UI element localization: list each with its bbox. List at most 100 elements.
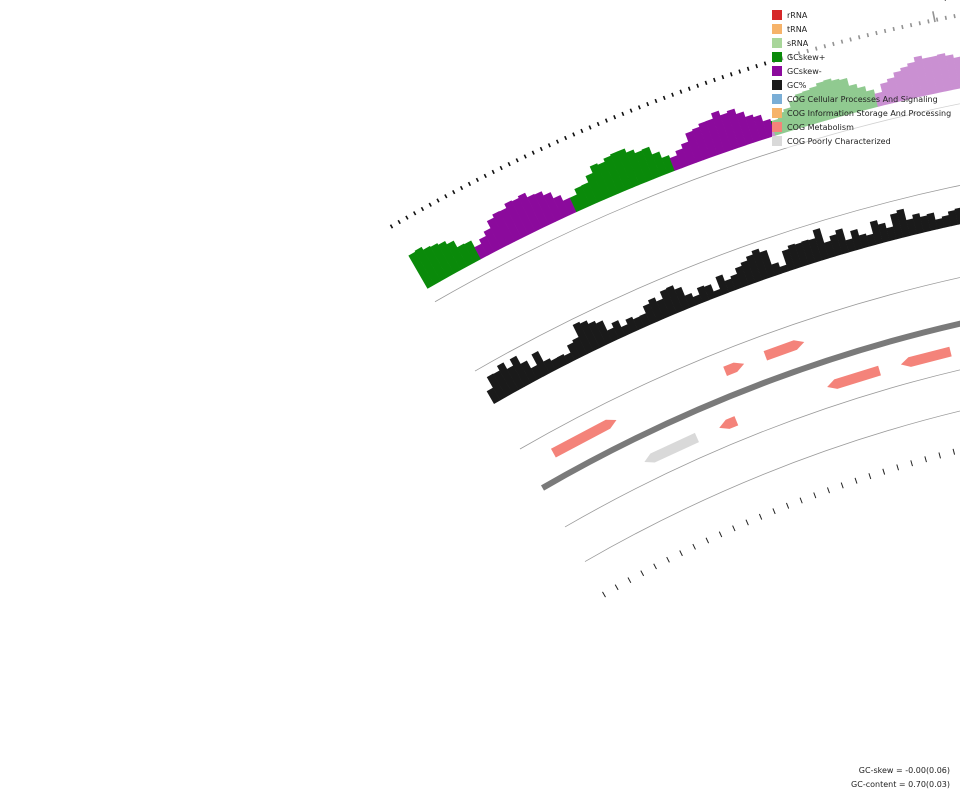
gc-content-bar [496, 362, 519, 394]
legend-item-rrna: rRNA [772, 8, 960, 22]
axis-tick [467, 181, 472, 187]
gcskew-minus-bar [534, 191, 556, 225]
axis-tick [436, 198, 440, 203]
legend-swatch [772, 80, 782, 90]
gcskew-minus-bar [543, 192, 563, 222]
gc-content-track [486, 207, 960, 404]
gc-content-bar [665, 285, 684, 314]
inner-tick [868, 473, 872, 480]
axis-tick [483, 173, 487, 179]
axis-tick [646, 101, 650, 107]
gc-content-bar [771, 262, 783, 276]
gc-content-bar [869, 220, 884, 245]
gc-content-bar [531, 351, 550, 377]
gc-content-bar [493, 370, 513, 397]
inner-tick [910, 460, 913, 467]
backbone-line [541, 320, 960, 491]
axis-tick [405, 215, 409, 220]
gc-content-bar [659, 288, 677, 317]
gc-content-bar [625, 316, 639, 334]
gcskew-minus-bar [735, 111, 754, 146]
axis-tick [729, 72, 733, 77]
gcskew-plus-bar [661, 155, 675, 174]
gc-content-bar [715, 274, 730, 296]
gc-content-bar [696, 285, 710, 303]
gc-content-bar [692, 294, 703, 306]
gc-content-bar [740, 260, 756, 286]
axis-tick [420, 206, 425, 212]
axis-tick [613, 115, 617, 120]
gc-content-bar [572, 321, 594, 355]
axis-tick [637, 105, 641, 110]
gcskew-plus-bar [589, 163, 612, 200]
axis-tick [555, 139, 560, 144]
gc-content-bar [779, 264, 789, 274]
axis-tick [746, 66, 750, 71]
axis-tick [671, 92, 675, 97]
gcskew-plus-bar [414, 246, 441, 285]
gcskew-plus-bar [422, 245, 448, 282]
axis-tick [428, 202, 432, 207]
gc-content-bar [556, 353, 569, 367]
gc-content-bar [642, 303, 658, 325]
gcskew-minus-bar [486, 217, 509, 249]
legend-item-cog-information: COG Information Storage And Processing [772, 106, 960, 120]
gc-content-bar [647, 297, 664, 322]
gcskew-plus-bar [408, 251, 435, 289]
legend-label: GC% [787, 80, 807, 90]
gene-arrow [719, 416, 739, 429]
legend-swatch [772, 108, 782, 118]
legend: rRNA tRNA sRNA GCskew+ GCskew- GC% COG C… [772, 8, 960, 148]
gc-content-bar [759, 250, 776, 279]
inner-tick [679, 550, 683, 557]
gcskew-plus-bar [634, 150, 654, 183]
gc-content-bar [781, 248, 796, 272]
gcskew-plus-bar [437, 241, 461, 274]
gc-content-bar [823, 240, 836, 259]
inner-tick [826, 487, 830, 494]
gcskew-plus-bar [446, 240, 468, 271]
axis-tick [662, 95, 666, 100]
legend-label: COG Information Storage And Processing [787, 108, 952, 118]
gcskew-plus-bar [603, 155, 626, 194]
gc-content-bar [890, 212, 904, 240]
inner-tick [952, 448, 956, 455]
inner-tick [692, 543, 696, 550]
inner-tick [758, 513, 763, 520]
inner-tick [938, 452, 941, 459]
axis-tick [507, 161, 511, 167]
gcskew-plus-bar [626, 149, 647, 185]
axis-tick [679, 89, 683, 94]
gc-content-bar [656, 298, 671, 319]
axis-tick [629, 108, 633, 113]
gcskew-minus-bar [691, 126, 711, 161]
legend-label: COG Poorly Characterized [787, 136, 891, 146]
summary-stats: GC-skew = -0.00(0.06) GC-content = 0.70(… [851, 764, 950, 792]
ring-guides [434, 103, 960, 562]
gc-content-bar [926, 212, 938, 231]
inner-tick [772, 508, 776, 515]
gcskew-plus-bar [617, 148, 640, 188]
gcskew-minus-bar [517, 192, 543, 232]
gcskew-minus-bar [745, 114, 762, 143]
gc-content-bar [941, 214, 952, 228]
gcskew-minus-bar [478, 235, 495, 256]
gc-content-bar [947, 210, 959, 227]
gc-content-bar [866, 233, 877, 247]
inner-tick [640, 570, 645, 577]
gcskew-minus-bar [669, 155, 683, 171]
gcskew-minus-bar [504, 200, 529, 239]
legend-swatch [772, 122, 782, 132]
axis-tick [604, 118, 608, 123]
gcskew-minus-bar [511, 197, 536, 235]
legend-label: COG Metabolism [787, 122, 854, 132]
legend-item-trna: tRNA [772, 22, 960, 36]
gcskew-plus-bar [574, 185, 591, 209]
gc-content-bar [751, 248, 769, 281]
gc-content-bar [850, 229, 863, 251]
legend-item-cog-cellular: COG Cellular Processes And Signaling [772, 92, 960, 106]
axis-tick [539, 146, 543, 152]
axis-label: 1545 kbp [912, 0, 950, 2]
legend-item-gcskew-plus: GCskew+ [772, 50, 960, 64]
axis-tick [572, 132, 576, 137]
